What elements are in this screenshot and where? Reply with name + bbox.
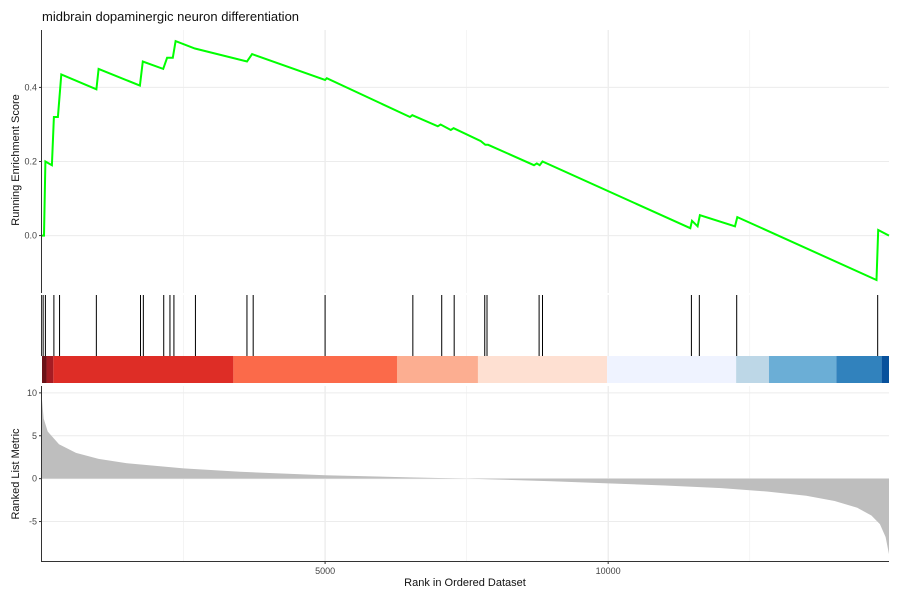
rank-band [53, 356, 234, 383]
running-es-line [42, 39, 890, 282]
rank-band [42, 356, 47, 383]
es-tick-label: 0.4 [24, 82, 37, 92]
rm-tick-label: 10 [27, 388, 37, 398]
es-tick-label: 0.2 [24, 157, 37, 167]
rank-band [477, 356, 608, 383]
es-y-ticks: 0.0 0.2 0.4 [24, 82, 42, 241]
x-axis-label: Rank in Ordered Dataset [404, 577, 526, 589]
x-tick-label: 10000 [596, 566, 621, 576]
es-gridlines [42, 30, 889, 293]
es-tick-label: 0.0 [24, 231, 37, 241]
ranked-metric-panel: 10 5 0 -5 5000 10000 Ranked List Metric Rank… [10, 386, 889, 589]
rank-band [768, 356, 837, 383]
rank-band [607, 356, 737, 383]
x-axis-ticks: 5000 10000 [315, 561, 621, 576]
rank-band [881, 356, 889, 383]
rank-band [396, 356, 478, 383]
rm-tick-label: 5 [32, 431, 37, 441]
x-tick-label: 5000 [315, 566, 335, 576]
rank-band [233, 356, 397, 383]
gene-hit-markers [42, 295, 879, 356]
rank-color-bands [42, 356, 889, 383]
rm-tick-label: 0 [32, 474, 37, 484]
running-es-panel: 0.0 0.2 0.4 Running Enrichment Score [10, 30, 890, 293]
rm-y-ticks: 10 5 0 -5 [27, 388, 42, 527]
rm-tick-label: -5 [29, 517, 37, 527]
rank-band [46, 356, 54, 383]
rm-y-axis-label: Ranked List Metric [10, 428, 22, 520]
rank-band [836, 356, 882, 383]
ranked-metric-area [42, 399, 889, 555]
hits-panel [41, 295, 879, 356]
es-y-axis-label: Running Enrichment Score [10, 94, 22, 225]
rank-band [736, 356, 769, 383]
chart-title: midbrain dopaminergic neuron differentia… [42, 9, 299, 24]
